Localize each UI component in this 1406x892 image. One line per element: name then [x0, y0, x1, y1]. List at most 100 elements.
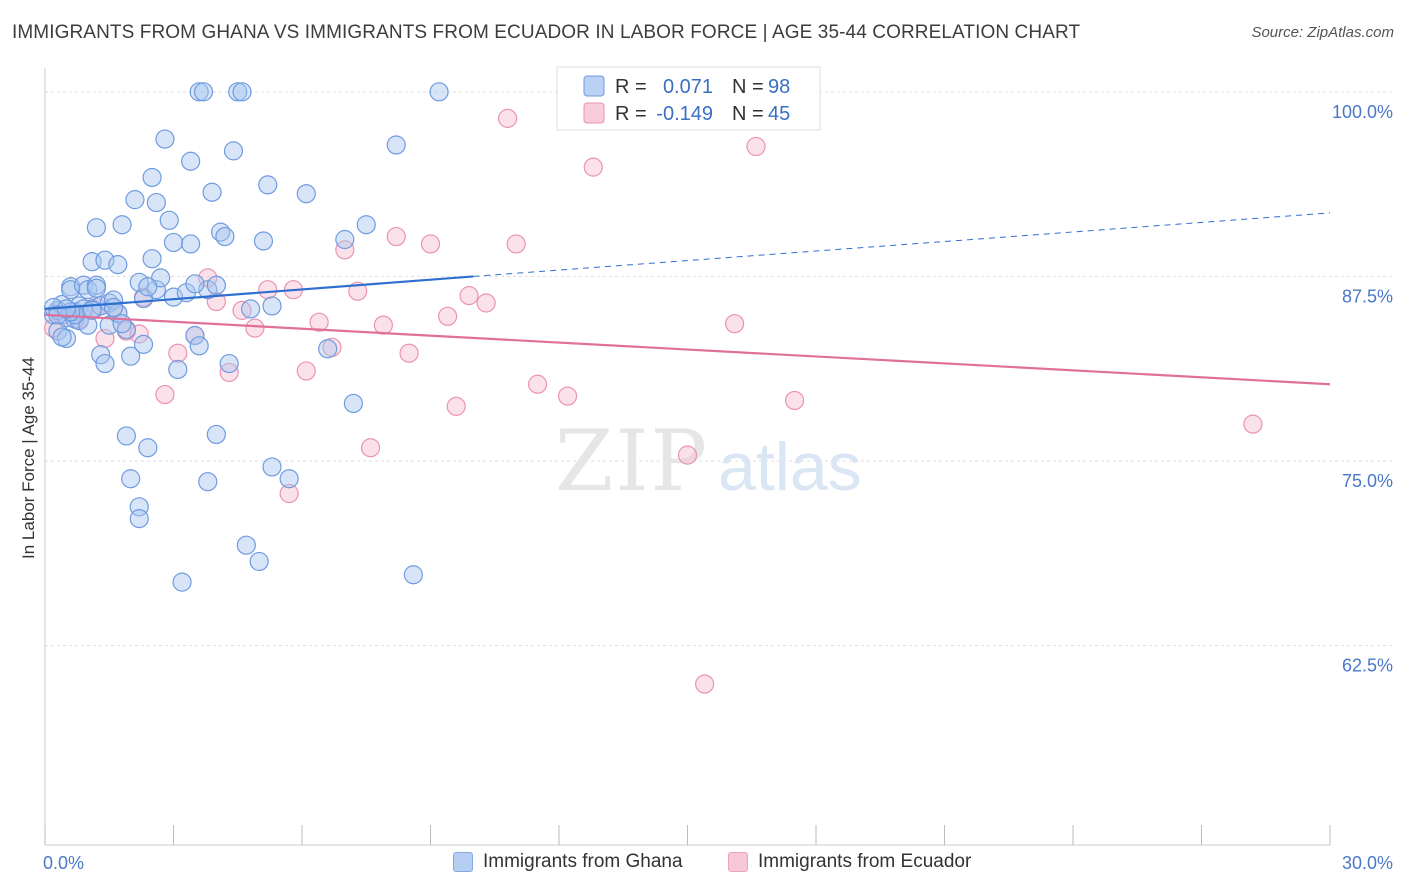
ghana-point-81 — [356, 215, 376, 235]
ghana-point-18 — [86, 218, 107, 238]
ghana-point-30 — [116, 426, 136, 446]
ecuador-point-37 — [557, 386, 578, 406]
ecuador-point-44 — [1243, 414, 1263, 434]
ecuador-point-16 — [245, 318, 265, 338]
ghana-point-31 — [121, 346, 141, 366]
ecuador-point-39 — [677, 445, 698, 465]
watermark-zip-text: ZIP — [555, 412, 709, 510]
chart-title: IMMIGRANTS FROM GHANA VS IMMIGRANTS FROM… — [12, 22, 1081, 43]
ecuador-point-30 — [438, 306, 458, 326]
x-tick-label-0: 0.0% — [43, 853, 84, 873]
ghana-point-39 — [138, 438, 158, 458]
ghana-point-48 — [163, 232, 184, 253]
series-legend-ecuador[interactable]: Immigrants from Ecuador — [728, 851, 971, 873]
ghana-trend-extension — [473, 212, 1331, 277]
ghana-point-80 — [343, 393, 363, 414]
ghana-point-58 — [198, 472, 218, 492]
y-tick-label-3: 62.5% — [1342, 656, 1393, 676]
ecuador-point-23 — [335, 240, 355, 260]
ecuador-point-29 — [420, 234, 441, 254]
ghana-point-77 — [296, 184, 316, 204]
ghana-point-75 — [262, 457, 282, 477]
chart-source: Source: ZipAtlas.com — [1251, 24, 1394, 41]
ghana-point-40 — [142, 167, 162, 188]
series-legend-ecuador-label: Immigrants from Ecuador — [758, 851, 972, 872]
ghana-point-7 — [61, 280, 81, 300]
ghana-point-34 — [129, 272, 149, 292]
legend-ghana-r-label: R = — [615, 76, 647, 98]
ecuador-point-17 — [258, 280, 278, 300]
watermark-atlas-text: atlas — [718, 429, 862, 505]
ghana-point-54 — [185, 325, 205, 346]
correlation-legend: R = 0.071 N = 98 R = -0.149 N = 45 — [556, 66, 821, 131]
ecuador-point-35 — [506, 234, 526, 254]
ghana-point-57 — [193, 82, 214, 102]
ghana-point-49 — [168, 359, 188, 380]
ghana-point-70 — [241, 299, 261, 319]
ecuador-point-38 — [583, 157, 603, 177]
legend-ecuador-r-label: R = — [615, 103, 647, 125]
legend-ecuador-n-label: N = — [732, 103, 764, 125]
ghana-point-79 — [335, 229, 355, 250]
ecuador-point-27 — [386, 226, 406, 247]
legend-ghana-swatch — [583, 75, 605, 97]
ghana-point-38 — [133, 334, 154, 354]
ecuador-point-34 — [498, 108, 518, 128]
ghana-point-84 — [429, 82, 449, 102]
ghana-point-73 — [258, 175, 278, 195]
ghana-point-45 — [155, 129, 175, 149]
ghana-point-52 — [181, 151, 201, 171]
legend-ecuador-swatch — [583, 102, 605, 124]
ghana-point-64 — [215, 226, 235, 247]
ecuador-points — [43, 108, 1263, 694]
axes — [44, 68, 1331, 846]
ecuador-point-33 — [476, 293, 496, 313]
ecuador-point-43 — [784, 390, 805, 411]
legend-ghana-r-value: 0.071 — [663, 76, 713, 98]
series-legend-ghana[interactable]: Immigrants from Ghana — [453, 851, 683, 873]
x-tick-labels: 0.0% 30.0% — [43, 853, 1393, 873]
ghana-point-90 — [86, 278, 107, 298]
ghana-point-22 — [95, 353, 115, 374]
ecuador-point-26 — [373, 315, 393, 335]
series-legend: Immigrants from Ghana Immigrants from Ec… — [0, 851, 1406, 879]
ghana-point-61 — [206, 275, 226, 295]
ghana-point-46 — [159, 210, 179, 230]
ecuador-point-20 — [296, 361, 316, 381]
ghana-point-62 — [206, 424, 226, 445]
ghana-point-92 — [112, 314, 132, 334]
ecuador-point-40 — [695, 674, 715, 694]
ghana-point-74 — [262, 296, 282, 316]
ecuador-point-28 — [399, 343, 419, 363]
ghana-point-28 — [112, 215, 132, 235]
ghana-point-67 — [228, 82, 248, 102]
ecuador-point-18 — [279, 483, 299, 504]
ecuador-trend-line — [44, 313, 1331, 386]
ghana-point-26 — [108, 255, 128, 275]
series-legend-ecuador-swatch — [728, 852, 748, 872]
ghana-point-60 — [202, 182, 222, 202]
y-tick-label-0: 100.0% — [1332, 102, 1393, 122]
ecuador-point-32 — [459, 286, 479, 306]
ghana-trend-line — [44, 275, 474, 311]
ghana-point-50 — [172, 572, 192, 592]
ecuador-point-41 — [725, 314, 745, 334]
ghana-point-32 — [121, 469, 141, 489]
ghana-point-53 — [181, 234, 201, 254]
ghana-point-78 — [318, 339, 338, 359]
ecuador-point-7 — [129, 324, 149, 344]
x-tick-label-1: 30.0% — [1342, 853, 1393, 873]
ghana-point-93 — [185, 274, 205, 294]
legend-ghana-n-label: N = — [732, 76, 764, 98]
ghana-point-71 — [249, 551, 269, 572]
ghana-point-42 — [146, 192, 166, 213]
ghana-point-86 — [52, 327, 72, 347]
ghana-point-65 — [219, 353, 239, 374]
ghana-point-76 — [279, 469, 299, 489]
ecuador-point-25 — [360, 438, 381, 458]
ghana-point-47 — [163, 287, 184, 307]
ecuador-point-21 — [309, 312, 329, 332]
ghana-point-68 — [232, 82, 252, 102]
ghana-point-33 — [125, 190, 145, 210]
